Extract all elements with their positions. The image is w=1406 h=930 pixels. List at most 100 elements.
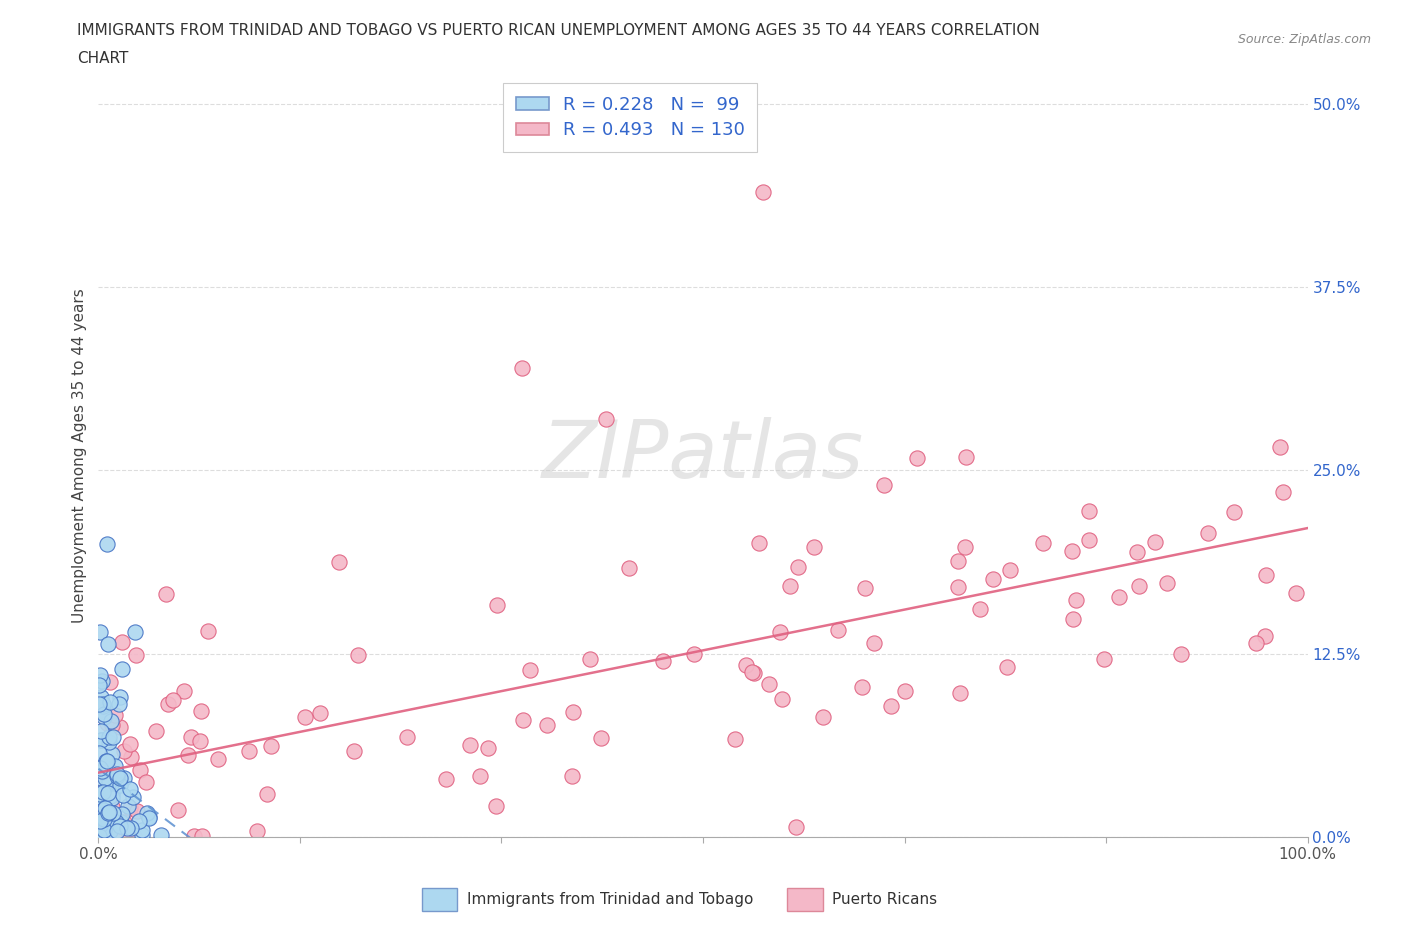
- Point: [342, 744, 364, 759]
- Point: [138, 810, 160, 825]
- Point: [969, 601, 991, 616]
- Point: [93, 806, 115, 821]
- Point: [90, 828, 112, 843]
- Point: [115, 828, 138, 843]
- Point: [207, 751, 229, 766]
- Point: [246, 824, 269, 839]
- Point: [89, 787, 111, 802]
- Point: [91, 785, 114, 800]
- Point: [617, 561, 640, 576]
- Point: [177, 748, 200, 763]
- Point: [124, 624, 146, 639]
- Point: [105, 766, 128, 781]
- Point: [1092, 652, 1115, 667]
- Point: [100, 747, 122, 762]
- Point: [1062, 544, 1084, 559]
- Point: [91, 808, 114, 823]
- Point: [90, 733, 112, 748]
- Point: [100, 807, 122, 822]
- Point: [256, 787, 278, 802]
- Point: [561, 705, 583, 720]
- Point: [93, 707, 115, 722]
- Point: [93, 828, 115, 843]
- Point: [742, 666, 765, 681]
- Point: [1253, 628, 1275, 643]
- Point: [93, 826, 115, 841]
- Point: [94, 787, 117, 802]
- Point: [191, 828, 214, 843]
- Point: [117, 799, 139, 814]
- Point: [97, 760, 120, 775]
- Point: [259, 739, 281, 754]
- Point: [101, 805, 124, 820]
- Point: [108, 720, 131, 735]
- Point: [117, 828, 139, 843]
- Point: [111, 635, 134, 650]
- Point: [1078, 533, 1101, 548]
- Point: [458, 737, 481, 752]
- Point: [485, 799, 508, 814]
- Point: [101, 800, 124, 815]
- Point: [117, 821, 139, 836]
- Point: [135, 775, 157, 790]
- Point: [125, 648, 148, 663]
- Point: [93, 822, 115, 837]
- Point: [519, 662, 541, 677]
- Point: [1077, 503, 1099, 518]
- Point: [129, 763, 152, 777]
- Point: [108, 696, 131, 711]
- Point: [101, 784, 124, 799]
- Point: [905, 450, 928, 465]
- Point: [100, 694, 122, 709]
- Point: [112, 744, 135, 759]
- Point: [105, 815, 128, 830]
- Point: [894, 684, 917, 698]
- Point: [87, 828, 110, 843]
- Point: [90, 764, 112, 779]
- Point: [89, 814, 111, 829]
- Point: [156, 697, 179, 711]
- Point: [97, 805, 120, 820]
- Point: [108, 771, 131, 786]
- Point: [1254, 567, 1277, 582]
- Point: [89, 817, 111, 832]
- Point: [98, 734, 121, 749]
- Point: [803, 539, 825, 554]
- Point: [94, 753, 117, 768]
- Point: [120, 750, 142, 764]
- Point: [89, 814, 111, 829]
- Point: [112, 819, 135, 834]
- Point: [110, 815, 132, 830]
- Point: [89, 702, 111, 717]
- Point: [97, 730, 120, 745]
- Point: [827, 622, 849, 637]
- Point: [1272, 485, 1295, 499]
- Point: [347, 648, 370, 663]
- Point: [769, 625, 792, 640]
- Point: [948, 554, 970, 569]
- Point: [105, 769, 128, 784]
- Point: [112, 771, 135, 786]
- Point: [87, 697, 110, 711]
- Point: [98, 804, 121, 819]
- Point: [486, 598, 509, 613]
- Point: [1244, 635, 1267, 650]
- Point: [1170, 647, 1192, 662]
- Point: [94, 771, 117, 786]
- Point: [111, 807, 134, 822]
- Point: [90, 674, 112, 689]
- Point: [120, 782, 142, 797]
- Point: [188, 734, 211, 749]
- Point: [1062, 611, 1084, 626]
- Point: [1128, 578, 1150, 593]
- Point: [89, 761, 111, 776]
- Point: [98, 789, 121, 804]
- Point: [96, 803, 118, 817]
- Point: [93, 698, 115, 713]
- Point: [995, 659, 1018, 674]
- Point: [122, 828, 145, 843]
- Point: [122, 790, 145, 804]
- Point: [127, 804, 149, 818]
- Point: [512, 712, 534, 727]
- Point: [93, 697, 115, 711]
